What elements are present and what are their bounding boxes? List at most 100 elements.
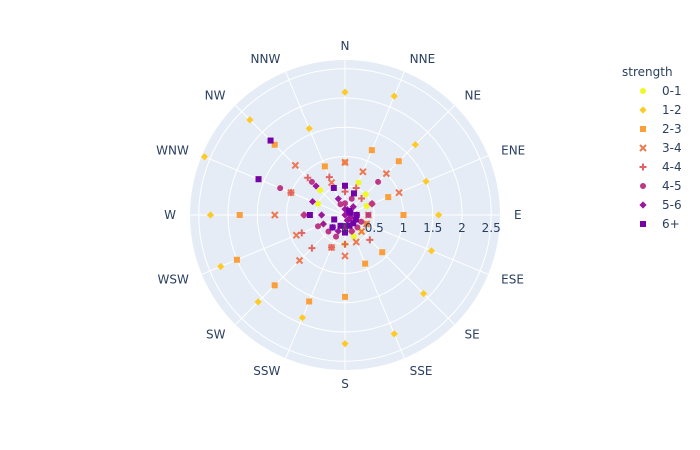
point-series-2-se	[379, 249, 386, 256]
point-series-5-sse	[348, 228, 355, 235]
point-series-7-se	[350, 220, 357, 227]
point-series-2-w	[236, 212, 243, 218]
radial-tick-label-3: 1.5	[423, 221, 442, 235]
legend-marker-3	[639, 144, 647, 152]
point-series-1-w	[206, 211, 215, 219]
point-series-4-s	[341, 240, 349, 248]
point-series-4-nw	[304, 174, 312, 182]
point-series-3-se	[357, 227, 366, 236]
point-series-2-ne	[395, 158, 402, 165]
legend-marker-5	[640, 183, 646, 189]
point-series-2-s	[342, 293, 348, 300]
legend-label-3: 3-4	[662, 141, 682, 155]
direction-label-wnw: WNW	[156, 143, 189, 157]
legend-label-1: 1-2	[662, 103, 682, 117]
point-series-0-ne	[362, 191, 369, 198]
legend-item-7[interactable]: 6+	[640, 217, 680, 231]
point-series-1-wnw	[200, 153, 209, 161]
point-series-4-wnw	[287, 189, 295, 197]
legend-label-5: 4-5	[662, 179, 682, 193]
point-series-4-nne	[352, 184, 360, 192]
radial-tick-label-5: 2.5	[482, 221, 501, 235]
point-series-1-nw	[246, 116, 254, 124]
legend-marker-0	[640, 88, 646, 94]
legend-item-5[interactable]: 4-5	[640, 179, 682, 193]
point-series-0-nw	[317, 187, 324, 194]
point-series-5-wsw	[314, 223, 321, 230]
point-series-4-sw	[308, 244, 316, 252]
point-series-0-wnw	[314, 200, 321, 207]
point-series-7-nw	[267, 137, 274, 144]
legend-label-4: 4-4	[662, 160, 682, 174]
legend-label-6: 5-6	[662, 198, 682, 212]
point-series-3-nw	[291, 161, 300, 170]
point-series-6-w	[318, 211, 326, 219]
legend-item-1[interactable]: 1-2	[639, 103, 682, 117]
point-series-4-wsw	[298, 229, 306, 237]
point-series-7-nne	[350, 190, 357, 197]
direction-label-e: E	[514, 208, 522, 222]
point-series-1-e	[434, 211, 443, 219]
point-series-3-n	[341, 158, 349, 167]
radial-tick-label-1: 0.5	[365, 221, 384, 235]
point-series-1-sw	[254, 298, 262, 306]
point-series-6-sse	[343, 216, 351, 225]
radial-tick-label-0: 0	[341, 221, 349, 235]
point-series-7-wsw	[331, 216, 338, 223]
angular-gridline-nnw	[285, 71, 346, 216]
angular-gridline-wnw	[201, 155, 346, 216]
point-series-2-wsw	[233, 256, 240, 263]
direction-label-nnw: NNW	[250, 52, 280, 66]
point-series-1-ne	[411, 141, 419, 149]
point-series-1-ene	[422, 177, 430, 186]
point-series-2-sse	[362, 260, 369, 267]
direction-label-w: W	[164, 208, 176, 222]
direction-label-ene: ENE	[501, 143, 525, 157]
point-series-4-ssw	[328, 243, 336, 251]
radial-tick-label-4: 2	[458, 221, 466, 235]
direction-label-sw: SW	[206, 328, 226, 342]
point-series-3-nne	[359, 168, 367, 176]
point-series-4-n	[341, 188, 349, 196]
point-series-0-ene	[363, 203, 370, 210]
point-series-5-e	[365, 212, 372, 218]
legend-marker-7	[640, 221, 646, 227]
direction-label-nw: NW	[205, 88, 226, 102]
point-series-6-ssw	[334, 227, 342, 235]
point-series-1-wsw	[217, 262, 225, 271]
point-series-5-nne	[348, 195, 355, 202]
legend-marker-1	[639, 106, 647, 114]
legend-item-4[interactable]: 4-4	[639, 160, 682, 174]
legend-item-0[interactable]: 0-1	[640, 84, 682, 98]
point-series-3-sse	[352, 238, 360, 246]
point-series-0-nne	[355, 179, 362, 186]
point-series-7-sw	[329, 224, 336, 231]
point-series-3-s	[341, 252, 349, 260]
legend-item-2[interactable]: 2-3	[640, 122, 682, 136]
point-series-1-nne	[390, 92, 398, 100]
legend-label-0: 0-1	[662, 84, 682, 98]
point-series-5-ese	[358, 218, 365, 225]
legend-label-7: 6+	[662, 217, 680, 231]
point-series-3-w	[271, 211, 279, 219]
polar-plot-area: N NNE NE ENE E ESE SE SSE S SSW SW WSW W WNW NW NNW 0 0.5…	[156, 39, 525, 391]
point-series-5-ene	[369, 200, 376, 207]
point-series-5-wnw	[277, 185, 284, 192]
point-series-6-nw	[312, 182, 320, 190]
point-series-6-wsw	[319, 220, 327, 228]
legend-item-3[interactable]: 3-4	[639, 141, 682, 155]
point-series-7-w	[306, 212, 313, 218]
direction-label-ssw: SSW	[253, 364, 280, 378]
point-series-4-se	[366, 236, 374, 244]
point-series-6-wnw	[308, 197, 317, 206]
direction-label-nne: NNE	[410, 52, 436, 66]
point-series-2-ssw	[306, 298, 313, 305]
direction-label-sse: SSE	[410, 364, 433, 378]
point-series-7-wnw	[255, 176, 262, 183]
legend-item-6[interactable]: 5-6	[639, 198, 682, 212]
point-series-3-ese	[362, 220, 371, 228]
point-series-4-ne	[358, 194, 366, 202]
point-series-1-nnw	[305, 124, 313, 133]
legend: strength 0-1 1-2 2-3 3-4 4-4 4-5 5-6 6+	[622, 65, 682, 231]
